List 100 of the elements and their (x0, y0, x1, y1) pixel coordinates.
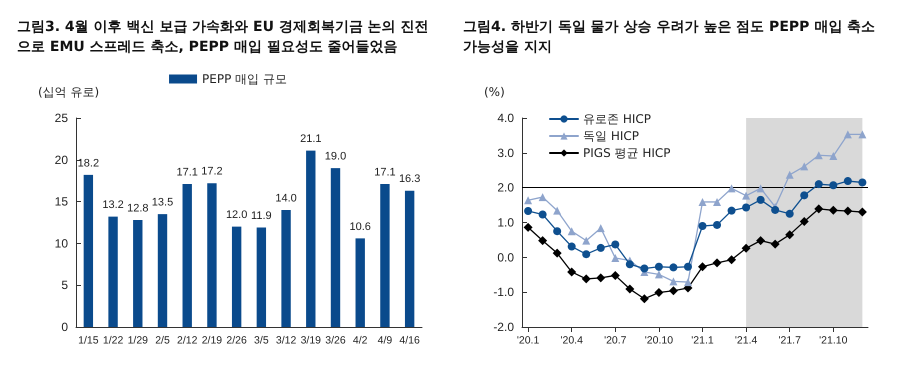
point (538, 193, 547, 202)
y-axis-title: (십억 유로) (38, 85, 100, 99)
point (728, 184, 736, 192)
data-label: 17.2 (201, 166, 223, 178)
data-label: 19.0 (324, 150, 346, 163)
x-tick-label: 3/5 (254, 334, 269, 346)
point (829, 152, 838, 160)
chart-title: 그림4. 하반기 독일 물가 상승 우려가 높은 점도 PEPP 매입 축소 가능성을 지지 (463, 19, 880, 55)
point (742, 192, 750, 200)
point (800, 216, 809, 226)
point (684, 262, 692, 271)
data-label: 17.1 (374, 166, 396, 179)
x-tick-label: 4/9 (378, 334, 392, 346)
y-tick-label: 10 (54, 236, 68, 250)
bar (306, 150, 316, 327)
point (756, 236, 766, 246)
point (814, 180, 823, 188)
data-label: 12.0 (226, 209, 248, 222)
bar (207, 183, 217, 327)
bar (84, 174, 94, 327)
point (596, 224, 605, 232)
data-label: 17.1 (176, 166, 198, 179)
point (524, 196, 532, 204)
x-tick-label: 2/12 (176, 334, 198, 346)
chart-title: 그림3. 4월 이후 백신 보급 가속화와 EU 경제회복기금 논의 진전으로 EMU 스프레드 축소, PEPP 매입 필요성도 줄어들었음 (17, 19, 429, 55)
x-tick-label: 4/16 (399, 334, 420, 346)
point (844, 177, 852, 186)
point (654, 270, 663, 278)
data-label: 21.1 (300, 133, 322, 146)
y-tick-label: 5 (61, 278, 68, 292)
data-label: 14.0 (275, 192, 297, 204)
y-tick-label: 1.0 (497, 216, 514, 230)
point (611, 240, 620, 248)
point (713, 198, 722, 206)
point (596, 273, 606, 282)
point (698, 262, 707, 272)
bar (330, 168, 340, 327)
bar (404, 190, 414, 327)
point (611, 254, 620, 262)
data-label: 12.8 (127, 202, 148, 214)
point (610, 270, 620, 280)
x-tick-label: 3/19 (300, 334, 322, 346)
point (843, 206, 852, 216)
point (538, 236, 548, 246)
legend-label: 유로존 HICP (583, 112, 651, 126)
y-tick-label: 15 (54, 194, 68, 209)
x-tick-label: 1/29 (128, 334, 148, 346)
legend-label: PEPP 매입 규모 (202, 72, 287, 86)
point (684, 278, 692, 286)
legend-label: PIGS 평균 HICP (583, 146, 670, 160)
point (582, 236, 590, 245)
data-label: 13.2 (102, 199, 124, 212)
legend-label: 독일 HICP (583, 129, 639, 143)
point (567, 267, 576, 276)
point (828, 206, 838, 215)
point (829, 181, 838, 190)
y-tick-label: 0.0 (497, 250, 514, 264)
point (654, 262, 663, 271)
point (786, 170, 794, 179)
bar (256, 228, 266, 327)
x-tick-label: '21.4 (734, 334, 758, 346)
x-tick-label: 2/19 (202, 334, 222, 346)
x-tick-label: 3/12 (276, 334, 296, 346)
data-label: 11.9 (251, 210, 272, 222)
point (698, 222, 706, 230)
point (524, 222, 533, 232)
point (669, 277, 678, 286)
bar (281, 210, 291, 327)
point (553, 206, 562, 215)
y-tick-label: 3.0 (497, 146, 514, 160)
point (786, 210, 794, 218)
x-tick-label: '20.4 (560, 334, 584, 346)
point (858, 208, 867, 217)
point (858, 178, 866, 186)
bar (380, 184, 390, 327)
point (596, 244, 605, 252)
point (640, 294, 649, 304)
y-axis-title: (%) (484, 85, 505, 99)
point (698, 198, 706, 206)
y-tick-label: 2.0 (497, 180, 514, 195)
x-tick-label: 3/26 (325, 334, 346, 346)
bar (182, 184, 192, 327)
point (538, 210, 547, 218)
point (756, 184, 765, 192)
point (582, 274, 591, 284)
x-tick-label: 1/15 (78, 334, 99, 346)
point (727, 255, 736, 264)
x-tick-label: '20.10 (644, 334, 674, 346)
bar (158, 214, 168, 327)
point (844, 130, 852, 138)
x-tick-label: '20.7 (604, 334, 627, 346)
point (771, 206, 780, 214)
point (814, 204, 824, 214)
point (742, 244, 751, 253)
bar (133, 220, 142, 327)
x-tick-label: 4/2 (352, 334, 368, 346)
y-tick-label: -1.0 (493, 285, 514, 300)
point (625, 284, 634, 294)
point (770, 240, 780, 249)
data-label: 10.6 (350, 220, 371, 233)
